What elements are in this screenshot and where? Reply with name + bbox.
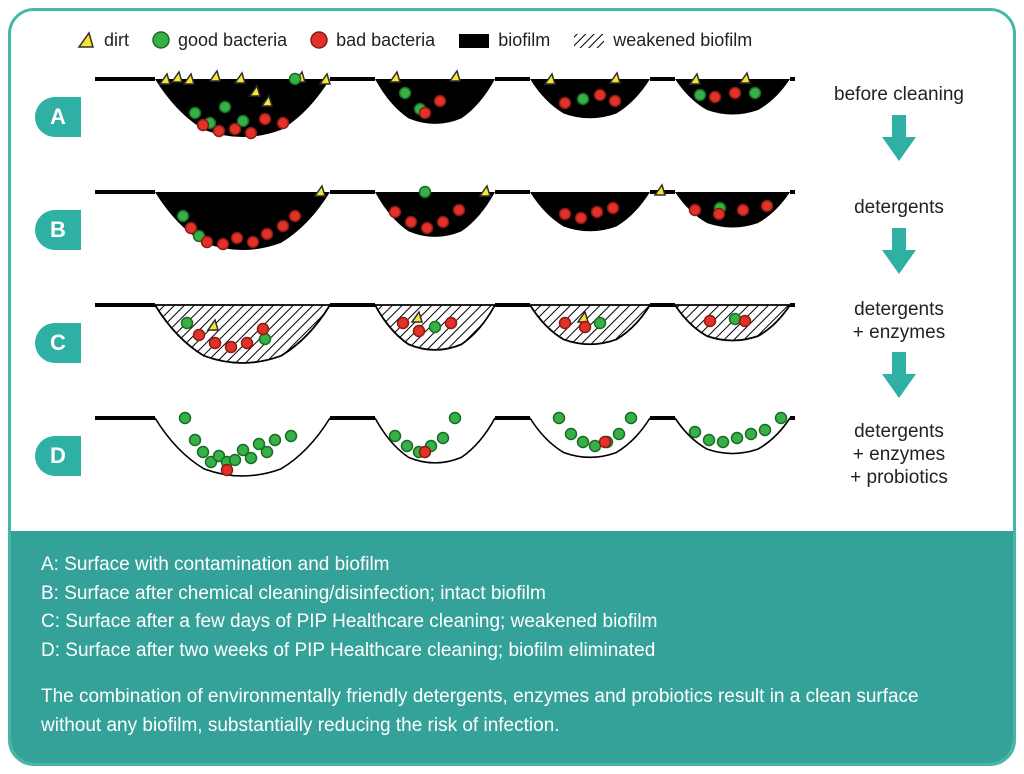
row-c-svg <box>87 295 803 385</box>
row-d-right-label: detergents+ enzymes+ probiotics <box>850 421 948 489</box>
legend-biofilm-label: biofilm <box>498 30 550 51</box>
row-a-right-label: before cleaning <box>834 84 964 107</box>
biofilm-icon <box>457 30 491 50</box>
diagram-area: dirt good bacteria bad bacteria biofilm <box>11 11 1013 531</box>
legend-weakened: weakened biofilm <box>572 30 752 51</box>
caption-summary: The combination of environmentally frien… <box>41 683 983 740</box>
row-c-badge: C <box>35 323 81 363</box>
row-d-svg <box>87 408 803 498</box>
legend-biofilm: biofilm <box>457 30 550 51</box>
weakened-biofilm-icon <box>572 30 606 50</box>
row-d-right: detergents+ enzymes+ probiotics <box>809 421 989 489</box>
row-b-right: detergents <box>809 197 989 262</box>
caption-area: A: Surface with contamination and biofil… <box>11 531 1013 764</box>
caption-a: A: Surface with contamination and biofil… <box>41 551 983 580</box>
bad-bacteria-icon <box>309 30 329 50</box>
legend-weakened-label: weakened biofilm <box>613 30 752 51</box>
row-b-svg <box>87 182 803 272</box>
legend-good-label: good bacteria <box>178 30 287 51</box>
good-bacteria-icon <box>151 30 171 50</box>
row-a: A before cleaning <box>35 69 989 164</box>
row-c: C detergents+ enzymes <box>35 295 989 390</box>
row-c-right-label: detergents+ enzymes <box>853 299 945 345</box>
caption-b: B: Surface after chemical cleaning/disin… <box>41 580 983 609</box>
infographic-frame: dirt good bacteria bad bacteria biofilm <box>8 8 1016 766</box>
caption-d: D: Surface after two weeks of PIP Health… <box>41 637 983 666</box>
row-a-svg <box>87 69 803 159</box>
row-b-right-label: detergents <box>854 197 944 220</box>
legend-bad-label: bad bacteria <box>336 30 435 51</box>
arrow-down-icon <box>878 226 920 276</box>
row-c-right: detergents+ enzymes <box>809 299 989 387</box>
arrow-down-icon <box>878 350 920 400</box>
legend-good: good bacteria <box>151 30 287 51</box>
row-a-right: before cleaning <box>809 84 989 149</box>
caption-c: C: Surface after a few days of PIP Healt… <box>41 608 983 637</box>
legend-dirt-label: dirt <box>104 30 129 51</box>
row-b: B detergents <box>35 182 989 277</box>
row-a-badge: A <box>35 97 81 137</box>
legend: dirt good bacteria bad bacteria biofilm <box>75 29 989 51</box>
row-d-badge: D <box>35 436 81 476</box>
arrow-down-icon <box>878 113 920 163</box>
dirt-icon <box>75 29 97 51</box>
legend-dirt: dirt <box>75 29 129 51</box>
legend-bad: bad bacteria <box>309 30 435 51</box>
row-d: D detergents+ enzymes+ probiotics <box>35 408 989 503</box>
row-b-badge: B <box>35 210 81 250</box>
